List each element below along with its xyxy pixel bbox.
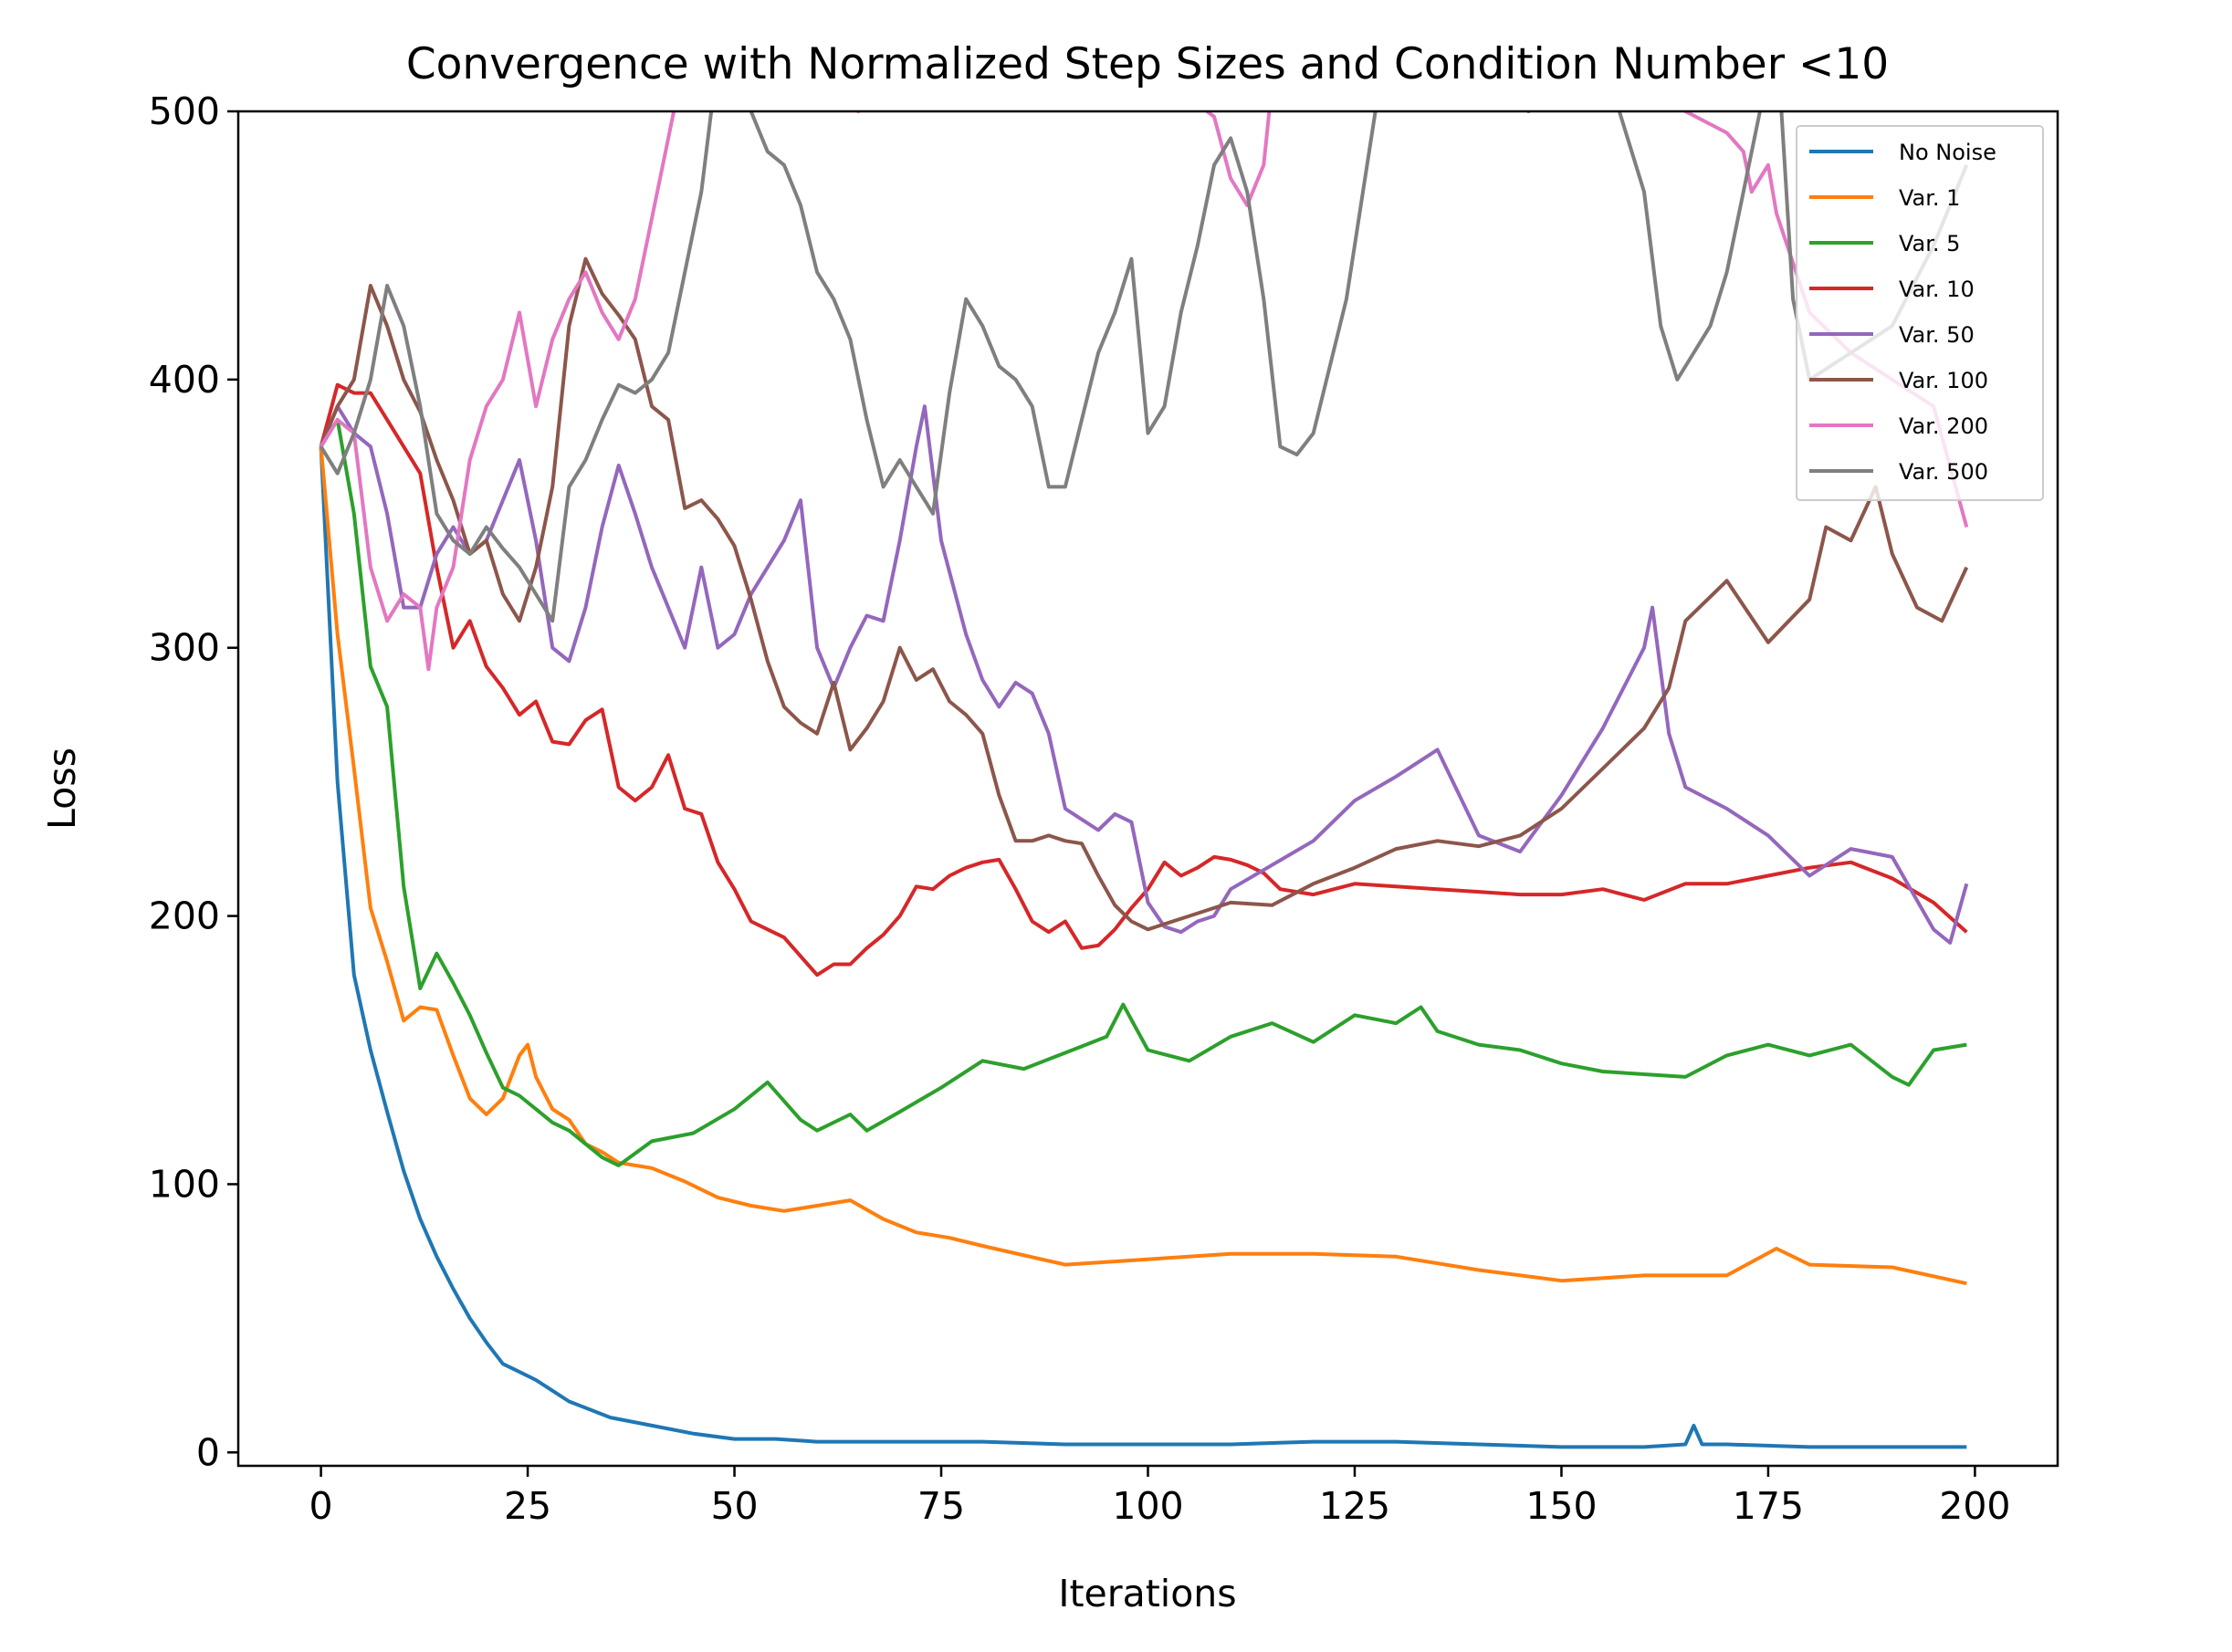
series-line-7 [319, 111, 1969, 672]
legend-label-2: Var. 1 [1899, 185, 1960, 211]
y-tick-label: 400 [149, 358, 220, 402]
x-tick-label: 25 [504, 1484, 551, 1528]
x-tick-label: 75 [917, 1484, 965, 1528]
series-line-4 [319, 382, 1968, 978]
y-tick-label: 200 [149, 894, 220, 938]
legend-label-1: No Noise [1899, 140, 1996, 165]
legend-label-5: Var. 50 [1899, 322, 1975, 348]
y-tick-label: 100 [149, 1162, 220, 1206]
x-tick-label: 175 [1733, 1484, 1804, 1528]
x-tick-label: 200 [1939, 1484, 2010, 1528]
x-axis-label: Iterations [1058, 1572, 1236, 1615]
y-tick-label: 500 [149, 89, 220, 133]
legend-box [1796, 125, 2044, 501]
legend-label-7: Var. 200 [1899, 413, 1988, 439]
series-line-2 [319, 446, 1967, 1286]
series-line-6 [319, 256, 1969, 932]
y-tick-label: 0 [196, 1430, 220, 1474]
legend-label-8: Var. 500 [1899, 459, 1988, 485]
series-line-8 [319, 111, 1969, 623]
x-axis: 0 25 50 75 100 125 150 175 200 [309, 1466, 2011, 1528]
series-layer [319, 111, 1969, 1449]
x-tick-label: 50 [710, 1484, 758, 1528]
legend-label-4: Var. 10 [1899, 277, 1975, 302]
x-tick-label: 150 [1525, 1484, 1597, 1528]
y-axis-label: Loss [40, 748, 84, 830]
x-tick-label: 0 [309, 1484, 333, 1528]
y-axis: 0 100 200 300 400 500 [149, 89, 238, 1474]
legend-label-3: Var. 5 [1899, 231, 1960, 256]
x-tick-label: 100 [1112, 1484, 1183, 1528]
x-tick-label: 125 [1319, 1484, 1390, 1528]
chart-title: Convergence with Normalized Step Sizes a… [406, 39, 1889, 89]
series-line-3 [319, 417, 1967, 1167]
y-tick-label: 300 [149, 626, 220, 670]
legend: No Noise Var. 1 Var. 5 Var. 10 Var. 50 Var. 1… [1796, 125, 2044, 501]
series-line-5 [319, 404, 1969, 945]
legend-label-6: Var. 100 [1899, 368, 1988, 393]
series-line-1 [319, 446, 1967, 1449]
